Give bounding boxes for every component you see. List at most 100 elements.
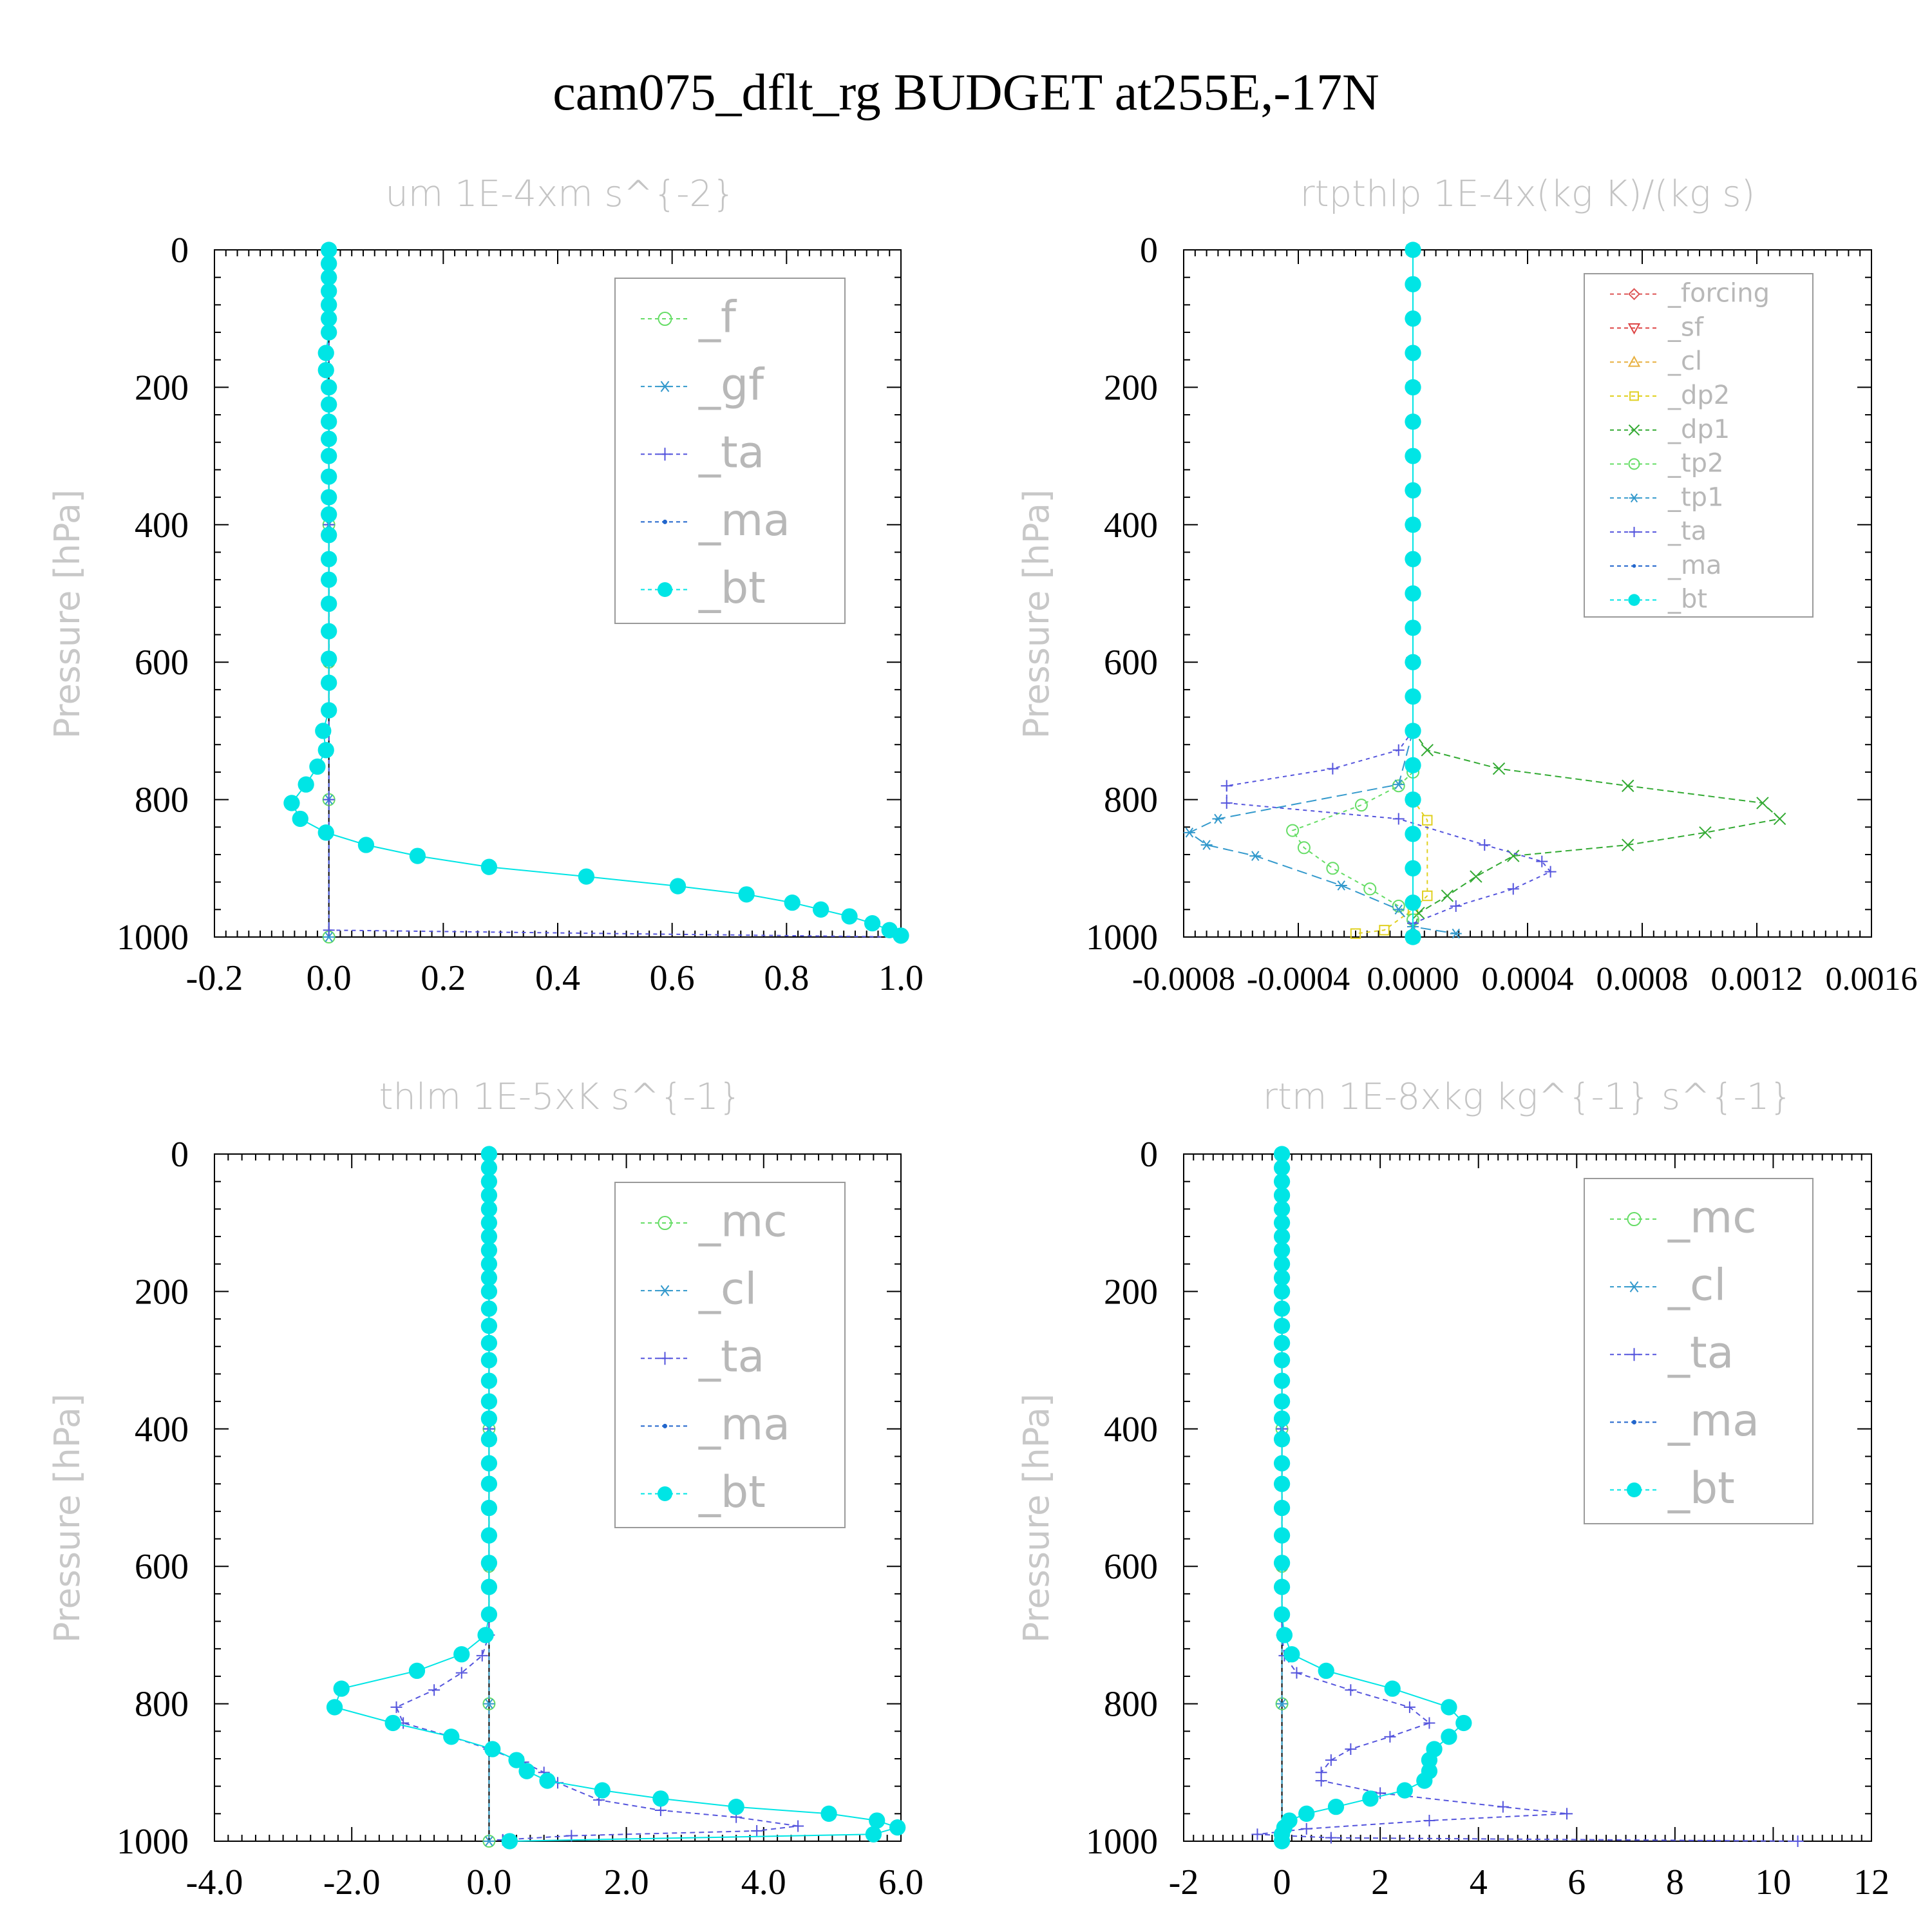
data-point [1403,1701,1416,1713]
x-tick-label: -0.2 [186,958,243,998]
legend-marker [1629,391,1639,401]
y-tick-label: 600 [1104,1547,1158,1587]
data-point [1276,1627,1293,1643]
data-point [893,927,909,944]
data-point [1396,1782,1413,1799]
legend-label: _forcing [1667,279,1770,308]
data-point [477,1627,494,1643]
legend-label: _bt [698,1467,766,1518]
data-point [480,1283,498,1300]
x-tick-label: 8 [1666,1862,1684,1902]
data-point [1283,1646,1300,1663]
data-point [480,1455,498,1472]
y-tick-label: 800 [1104,781,1158,820]
legend-item: _dp2 [1610,381,1730,410]
data-point [820,1805,837,1822]
legend-label: _bt [698,563,766,614]
x-tick-label: 0.4 [535,958,580,998]
data-point [321,296,337,314]
x-tick-label: 0 [1273,1862,1291,1902]
data-point [1273,1173,1291,1190]
legend-item: _tp1 [1610,482,1724,512]
legend: _mc _cl _ta _ma _bt [1584,1178,1814,1524]
x-tick-label: -0.0004 [1247,961,1350,998]
data-point [321,242,337,258]
legend-item: _ma [1610,1396,1759,1446]
data-point [1405,895,1421,911]
data-point [1416,1772,1433,1789]
data-point [1405,688,1421,705]
data-point [1405,585,1421,602]
data-point [321,595,337,612]
x-tick-label: 4 [1470,1862,1488,1902]
legend-marker [658,1216,672,1231]
data-point [1405,860,1421,876]
data-point [518,1763,535,1779]
legend-marker [1632,564,1636,568]
x-tick-label: 10 [1755,1862,1791,1902]
data-point [1273,1242,1291,1259]
data-point [321,551,337,567]
data-point [1273,1146,1291,1162]
legend-label: _dp1 [1667,415,1730,444]
data-point [321,448,337,464]
data-point [484,1741,501,1757]
data-point [1405,448,1421,464]
data-point [409,848,426,864]
legend-item: _cl [1610,346,1702,376]
series-dp1 [1406,724,1786,943]
data-point [594,1782,611,1799]
x-tick-label: 6 [1567,1862,1586,1902]
data-point [1792,1835,1804,1847]
data-point [508,1752,525,1768]
data-point [1497,1801,1509,1813]
data-point [1325,1754,1337,1766]
data-point [1405,826,1421,842]
data-point [1405,620,1421,636]
data-point [1405,723,1421,739]
legend-marker [658,582,672,597]
series-line [1188,730,1456,934]
data-point [453,1646,470,1663]
data-point [384,1714,401,1732]
legend-item: _forcing [1610,279,1770,308]
data-point [1273,1318,1291,1334]
x-tick-label: 12 [1853,1862,1889,1902]
x-tick-label: 0.0 [307,958,352,998]
data-point [1273,1159,1291,1176]
data-point [480,1256,498,1273]
y-tick-label: 800 [135,781,189,820]
data-point [1422,815,1433,826]
data-point [1441,889,1454,902]
panel-title: rtpthlp 1E-4x(kg K)/(kg s) [1300,173,1756,215]
data-point [357,837,375,853]
legend-label: _cl [1667,346,1702,376]
legend-label: _tp1 [1667,482,1724,512]
data-point [841,908,858,925]
legend-marker [1628,424,1640,436]
series-line [1291,772,1414,937]
data-point [869,1812,886,1829]
data-point [321,489,337,506]
data-point [1422,890,1433,902]
data-point [321,283,337,299]
x-tick-label: 6.0 [878,1862,923,1902]
y-tick-label: 200 [1104,368,1158,408]
series-bt [1273,1146,1472,1850]
data-point [480,1393,498,1410]
data-point [1273,1215,1291,1231]
data-point [321,379,337,396]
legend-box [614,278,846,624]
data-point [480,858,498,875]
data-point [321,310,337,327]
legend-label: _bt [1667,585,1707,614]
legend-item: _mc [1610,1192,1757,1243]
data-point [1276,1698,1288,1709]
series-group [1183,242,1786,945]
legend-label: _ta [1667,516,1707,546]
data-point [1392,779,1405,790]
legend-marker [1628,458,1640,470]
data-point [1492,762,1506,775]
data-point [1273,1256,1291,1273]
legend-marker [1627,1212,1642,1227]
